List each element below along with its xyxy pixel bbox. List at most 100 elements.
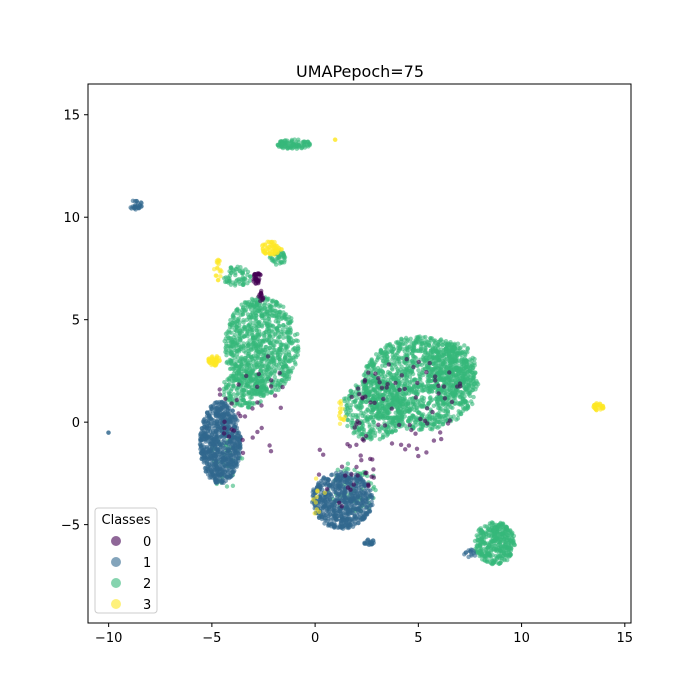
point-class-2 — [241, 334, 247, 339]
point-class-2 — [371, 484, 377, 490]
point-class-2 — [446, 402, 451, 407]
point-class-2 — [420, 421, 425, 426]
point-class-2 — [457, 346, 462, 351]
point-class-2 — [445, 375, 450, 380]
point-class-2 — [500, 522, 506, 527]
point-class-1 — [208, 453, 213, 458]
point-class-2 — [257, 319, 262, 325]
point-class-2 — [239, 330, 244, 336]
point-class-2 — [231, 392, 237, 397]
point-class-2 — [281, 304, 286, 309]
point-class-2 — [266, 316, 271, 322]
point-class-2 — [292, 360, 298, 365]
point-class-2 — [390, 349, 395, 354]
point-class-2 — [369, 432, 374, 438]
point-class-2 — [222, 380, 227, 385]
point-class-2 — [430, 415, 435, 420]
point-class-2 — [377, 427, 382, 432]
point-class-2 — [302, 142, 307, 147]
point-class-2 — [487, 543, 492, 548]
point-class-2 — [254, 302, 259, 307]
point-class-2 — [273, 387, 278, 392]
point-class-1 — [233, 463, 238, 468]
point-class-2 — [416, 368, 421, 373]
point-class-2 — [342, 396, 347, 401]
point-class-2 — [399, 369, 405, 374]
point-class-2 — [437, 416, 442, 421]
point-class-1 — [226, 447, 231, 452]
point-class-2 — [396, 384, 401, 389]
point-class-2 — [224, 386, 229, 391]
point-class-2 — [404, 379, 409, 384]
point-class-2 — [503, 535, 508, 540]
point-class-2 — [423, 387, 428, 393]
point-class-2 — [508, 545, 513, 550]
point-class-2 — [275, 335, 281, 341]
point-class-2 — [414, 416, 419, 422]
point-class-2 — [365, 419, 370, 424]
point-class-2 — [365, 407, 371, 413]
point-class-2 — [360, 426, 365, 432]
point-class-2 — [471, 385, 476, 390]
point-class-2 — [278, 342, 283, 347]
point-class-2 — [235, 308, 240, 313]
point-class-2 — [237, 281, 242, 286]
point-class-1 — [227, 473, 232, 479]
point-class-2 — [419, 387, 424, 393]
point-class-2 — [494, 546, 499, 552]
point-class-2 — [263, 372, 268, 377]
point-class-2 — [400, 420, 405, 425]
point-class-2 — [288, 340, 293, 346]
point-class-2 — [405, 418, 411, 424]
point-class-2 — [238, 344, 244, 350]
point-class-2 — [282, 356, 287, 361]
point-class-2 — [346, 410, 351, 415]
point-class-2 — [369, 373, 375, 378]
point-class-2 — [426, 365, 431, 370]
point-class-1 — [358, 488, 364, 493]
point-class-2 — [437, 403, 442, 408]
point-class-2 — [386, 415, 391, 421]
point-class-2 — [411, 354, 416, 359]
point-class-2 — [263, 367, 268, 373]
point-class-2 — [450, 405, 455, 410]
point-class-2 — [292, 332, 298, 338]
point-class-2 — [463, 371, 468, 377]
point-class-2 — [419, 346, 424, 351]
point-class-2 — [285, 317, 290, 322]
point-class-2 — [281, 323, 286, 328]
point-class-2 — [257, 378, 263, 383]
point-class-2 — [483, 534, 489, 540]
point-class-2 — [277, 357, 282, 362]
point-class-2 — [225, 330, 230, 335]
point-class-2 — [452, 345, 457, 351]
point-class-2 — [453, 388, 458, 394]
point-class-2 — [248, 395, 253, 400]
point-class-2 — [386, 419, 392, 425]
point-class-2 — [285, 327, 291, 332]
point-class-2 — [475, 537, 480, 543]
point-class-2 — [356, 406, 361, 411]
point-class-2 — [411, 400, 416, 405]
point-class-2 — [459, 376, 464, 381]
point-class-1 — [206, 439, 211, 444]
point-class-2 — [383, 345, 388, 350]
point-class-2 — [248, 371, 253, 376]
point-class-2 — [395, 350, 400, 355]
point-class-2 — [233, 270, 238, 276]
point-class-2 — [240, 270, 245, 275]
point-class-2 — [273, 303, 278, 308]
point-class-1 — [220, 478, 225, 483]
point-class-2 — [364, 399, 369, 404]
point-class-2 — [235, 391, 241, 396]
point-class-2 — [234, 324, 239, 329]
point-class-2 — [447, 384, 452, 389]
point-class-2 — [292, 346, 297, 351]
point-class-2 — [248, 274, 253, 279]
point-class-2 — [430, 427, 435, 432]
point-class-2 — [240, 374, 245, 380]
point-class-2 — [424, 338, 429, 344]
point-class-2 — [440, 400, 445, 405]
point-class-2 — [250, 341, 256, 346]
point-class-2 — [286, 376, 292, 381]
